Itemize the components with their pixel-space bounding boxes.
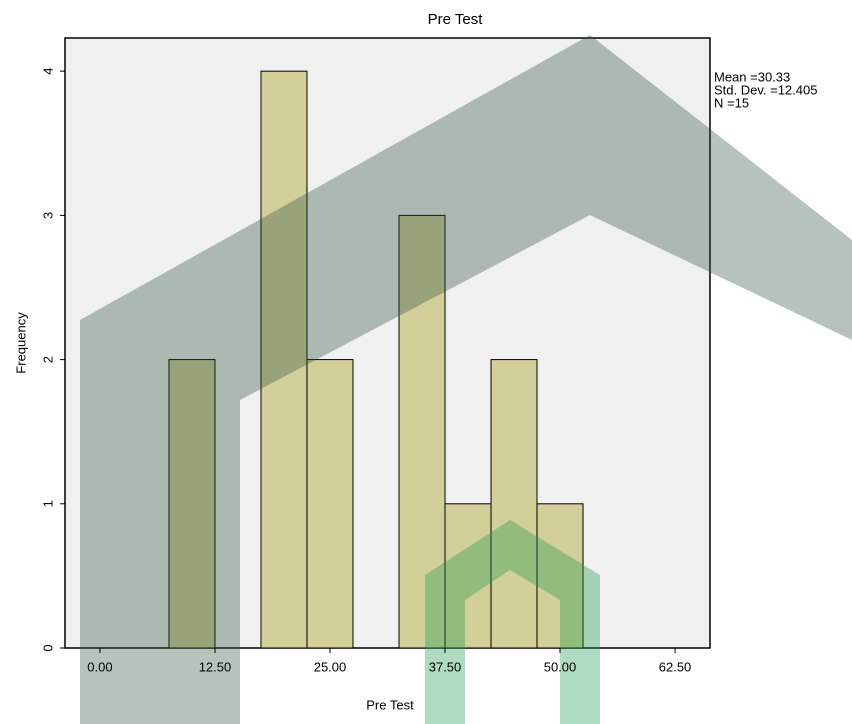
y-axis-label: Frequency: [13, 312, 28, 374]
y-tick-label: 3: [40, 212, 55, 219]
bar: [491, 360, 537, 648]
y-tick-label: 4: [40, 68, 55, 75]
y-tick-label: 1: [40, 500, 55, 507]
y-tick-label: 2: [40, 356, 55, 363]
x-tick-label: 25.00: [314, 659, 347, 674]
x-tick-label: 12.50: [199, 659, 232, 674]
x-tick-label: 62.50: [659, 659, 692, 674]
x-tick-label: 50.00: [544, 659, 577, 674]
x-tick-label: 0.00: [87, 659, 112, 674]
chart: Pre Test Pre Test Frequency 0 1 2 3 4 0.00 12.…: [0, 0, 852, 724]
chart-title: Pre Test: [428, 11, 484, 28]
stats-text: N =15: [714, 95, 749, 110]
bar: [307, 360, 353, 648]
x-tick-label: 37.50: [429, 659, 462, 674]
x-axis-label: Pre Test: [366, 697, 414, 712]
y-tick-label: 0: [40, 644, 55, 651]
